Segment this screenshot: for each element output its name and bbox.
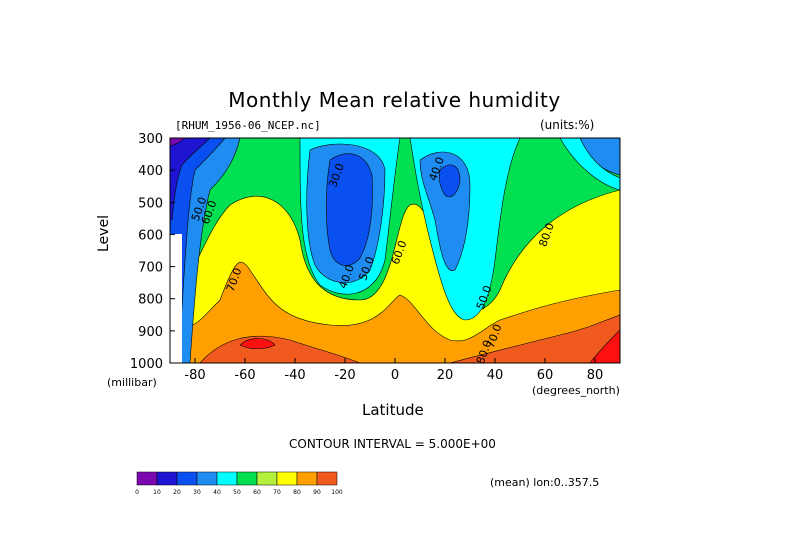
x-axis-ticks: -80 -60 -40 -20 0 20 40 60 80 [184, 358, 603, 383]
colorbar-label: 0 [135, 489, 139, 496]
colorbar-swatch [136, 471, 158, 486]
colorbar-label: 50 [233, 489, 241, 496]
band-20-30-north [438, 164, 461, 198]
colorbar-swatch [196, 471, 218, 486]
colorbar-label: 70 [273, 489, 281, 496]
colorbar-label: 20 [173, 489, 181, 496]
x-tick-label: -80 [184, 368, 205, 383]
x-axis-units: (degrees_north) [532, 384, 620, 397]
colorbar-label: 80 [293, 489, 301, 496]
colorbar-label: 30 [193, 489, 201, 496]
band-20-30-south [325, 153, 373, 266]
colorbar-swatch [216, 471, 238, 486]
band-90-100-north [589, 329, 620, 363]
y-tick-label: 300 [138, 132, 163, 147]
x-tick-label: -60 [234, 368, 255, 383]
chart-title: Monthly Mean relative humidity [228, 88, 561, 112]
x-tick-label: 40 [487, 368, 504, 383]
colorbar-label: 60 [253, 489, 261, 496]
band-90-100-south [239, 338, 276, 350]
y-axis-ticks: 300 400 500 600 700 800 900 1000 [130, 132, 175, 372]
band-10-20-antarctic [170, 138, 211, 221]
band-80-90 [170, 335, 361, 363]
y-tick-label: 600 [138, 228, 163, 243]
y-tick-label: 500 [138, 196, 163, 211]
colorbar-swatch [236, 471, 258, 486]
colorbar-label: 100 [331, 489, 343, 496]
x-tick-label: 80 [587, 368, 604, 383]
colorbar-label: 10 [153, 489, 161, 496]
x-tick-label: -40 [284, 368, 305, 383]
x-tick-label: 60 [537, 368, 554, 383]
y-tick-label: 1000 [130, 357, 163, 372]
y-tick-label: 800 [138, 293, 163, 308]
colorbar-label: 90 [313, 489, 321, 496]
x-tick-label: 20 [437, 368, 454, 383]
y-tick-label: 400 [138, 164, 163, 179]
colorbar-swatch [176, 471, 198, 486]
colorbar-swatch [316, 471, 338, 486]
colorbar-swatch [296, 471, 318, 486]
mean-longitude-label: (mean) lon:0..357.5 [490, 476, 600, 489]
x-tick-label: -20 [334, 368, 355, 383]
units-label: (units:%) [540, 118, 595, 132]
band-40-50-arctic-2 [559, 138, 620, 191]
colorbar-swatch [156, 471, 178, 486]
y-tick-label: 700 [138, 261, 163, 276]
colorbar-label: 40 [213, 489, 221, 496]
band-80-90-north [449, 314, 620, 363]
contour-plot-area [170, 138, 620, 363]
y-axis-units: (millibar) [107, 376, 157, 389]
y-tick-label: 900 [138, 325, 163, 340]
file-label: [RHUM_1956-06_NCEP.nc] [175, 119, 321, 132]
colorbar-swatch [256, 471, 278, 486]
contour-interval-label: CONTOUR INTERVAL = 5.000E+00 [289, 437, 496, 451]
x-tick-label: 0 [391, 368, 399, 383]
x-axis-label: Latitude [362, 401, 424, 419]
colorbar-swatch [276, 471, 298, 486]
colorbar: 0 10 20 30 40 50 60 70 80 90 100 [135, 471, 343, 496]
band-70-80 [170, 261, 620, 363]
